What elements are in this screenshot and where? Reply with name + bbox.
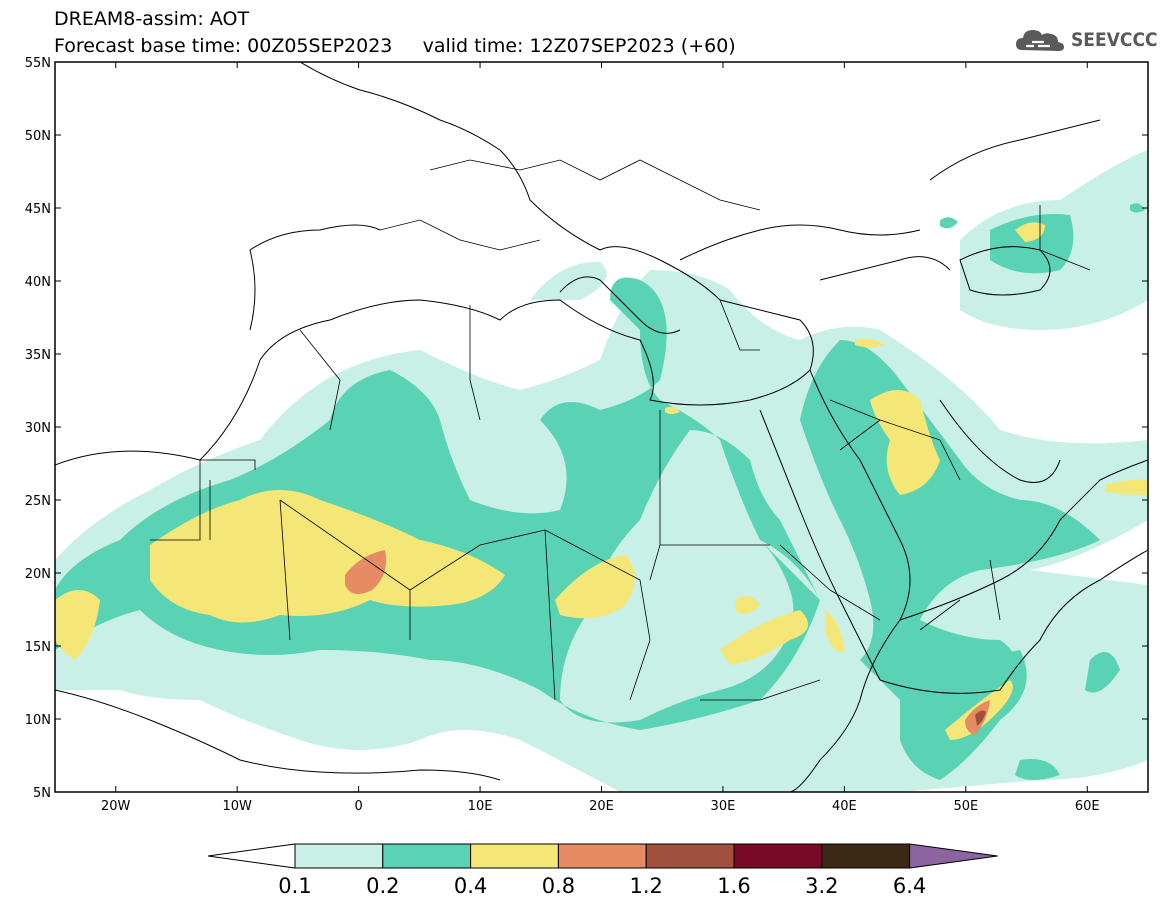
- lon-tick-label: 30E: [711, 799, 736, 814]
- colorbar-label: 0.2: [366, 874, 399, 898]
- colorbar-label: 1.2: [629, 874, 662, 898]
- lat-tick-label: 40N: [25, 275, 51, 290]
- lon-tick-label: 20W: [101, 799, 131, 814]
- lat-tick-label: 55N: [25, 56, 51, 71]
- colorbar-box: [733, 843, 823, 869]
- lat-tick-label: 50N: [25, 129, 51, 144]
- lat-tick-label: 10N: [25, 713, 51, 728]
- lat-tick-label: 5N: [33, 786, 51, 801]
- map-title: DREAM8-assim: AOT: [54, 8, 250, 30]
- seevccc-logo: SEEVCCC: [1014, 24, 1158, 56]
- colorbar-box: [294, 843, 384, 869]
- lon-tick-label: 40E: [832, 799, 857, 814]
- colorbar-under-triangle: [207, 843, 296, 869]
- colorbar-label: 0.8: [542, 874, 575, 898]
- aot-level-1.2: [975, 710, 986, 726]
- axis-ticks: 5N 10N 15N 20N 25N 30N 35N 40N 45N 50N 55N 20W 10W 0 1…: [25, 56, 1148, 814]
- lat-tick-label: 15N: [25, 640, 51, 655]
- colorbar-label: 6.4: [893, 874, 926, 898]
- colorbar-box: [470, 843, 559, 869]
- coastlines: [55, 62, 1148, 792]
- country-borders: [150, 159, 1091, 701]
- cloud-icon: [1016, 30, 1064, 51]
- lon-tick-label: 50E: [953, 799, 978, 814]
- colorbar-box: [645, 843, 735, 869]
- lon-tick-label: 0: [354, 799, 362, 814]
- colorbar-label: 3.2: [805, 874, 838, 898]
- aot-level-0.4: [55, 222, 1148, 740]
- colorbar-box: [821, 843, 911, 869]
- lat-tick-label: 35N: [25, 348, 51, 363]
- lat-tick-label: 45N: [25, 202, 51, 217]
- colorbar-label: 0.1: [278, 874, 311, 898]
- lat-tick-label: 30N: [25, 421, 51, 436]
- colorbar-box: [557, 843, 647, 869]
- colorbar-label: 0.4: [454, 874, 487, 898]
- lat-tick-label: 20N: [25, 567, 51, 582]
- aot-field: [55, 62, 1148, 792]
- colorbar-box: [382, 843, 472, 869]
- lat-tick-label: 25N: [25, 494, 51, 509]
- logo-text: SEEVCCC: [1071, 29, 1158, 51]
- colorbar-label: 1.6: [717, 874, 750, 898]
- map-subtitle: Forecast base time: 00Z05SEP2023 valid t…: [54, 35, 736, 57]
- lon-tick-label: 60E: [1075, 799, 1100, 814]
- lon-tick-label: 10E: [468, 799, 493, 814]
- colorbar-over-triangle: [909, 843, 998, 869]
- lon-tick-label: 20E: [589, 799, 614, 814]
- lon-tick-label: 10W: [222, 799, 252, 814]
